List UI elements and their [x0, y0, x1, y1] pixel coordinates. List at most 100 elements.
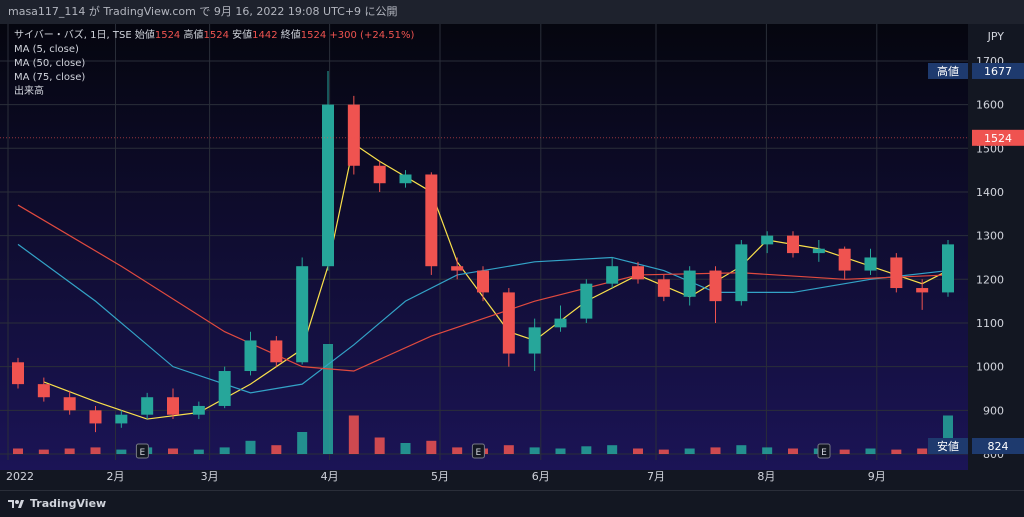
volume-bar [788, 448, 798, 454]
volume-bar [219, 447, 230, 454]
volume-bar [684, 448, 695, 454]
candle-body[interactable] [657, 279, 670, 297]
candle-body[interactable] [115, 414, 128, 424]
volume-bar [271, 445, 282, 454]
time-tick-label: 6月 [532, 470, 550, 483]
volume-bar [245, 440, 256, 454]
volume-bar [607, 445, 618, 454]
footer-bar: TradingView [0, 490, 1024, 517]
candle-body[interactable] [632, 266, 644, 280]
volume-bar [555, 448, 566, 454]
candle-body[interactable] [399, 174, 412, 184]
publish-text: masa117_114 が TradingView.com で 9月 16, 2… [8, 5, 398, 18]
high-tag [972, 62, 1024, 79]
candle-body[interactable] [838, 248, 851, 271]
high-tag-value: 1677 [984, 65, 1012, 78]
volume-bar [90, 447, 101, 454]
volume-bar [581, 446, 592, 454]
candle-body[interactable] [606, 266, 619, 284]
legend-open-value: 1524 [154, 30, 181, 41]
legend-change: +300 (+24.51%) [329, 30, 415, 41]
legend-low-label: 安値 [232, 30, 253, 41]
price-chart[interactable]: 8009001000110012001300140015001600170020… [0, 24, 1024, 490]
volume-bar [503, 445, 514, 454]
high-tag-label-box [928, 62, 968, 79]
volume-bar [400, 443, 411, 454]
legend-open-label: 始値 [134, 30, 155, 41]
ma-line-3[interactable] [17, 204, 949, 372]
low-tag-value: 824 [988, 440, 1009, 453]
candle-body[interactable] [37, 384, 50, 398]
candle-body[interactable] [373, 165, 386, 184]
legend-low-value: 1442 [252, 30, 278, 41]
legend-high-label: 高値 [183, 30, 204, 41]
legend-volume[interactable]: 出来高 [14, 86, 44, 97]
candle-body[interactable] [812, 248, 825, 254]
chart-area[interactable]: 800 900 1000 1100 1200 1300 1400 1500 1600 1700 20… [0, 24, 1024, 490]
candle-body[interactable] [502, 292, 515, 354]
volume-bar [297, 432, 308, 454]
candle-body[interactable] [709, 270, 722, 302]
volume-bar [865, 448, 876, 454]
candle-body[interactable] [218, 371, 231, 406]
legend-close-label: 終値 [280, 30, 301, 41]
price-axis-panel [968, 24, 1024, 490]
candle-body[interactable] [916, 288, 929, 293]
low-tag-label-box [928, 438, 968, 454]
volume-bar [323, 344, 333, 454]
legend-symbol: サイバー・バズ, 1日, TSE [14, 30, 132, 41]
time-tick-label: 2022 [6, 470, 34, 483]
publish-header: masa117_114 が TradingView.com で 9月 16, 2… [0, 0, 1024, 24]
volume-bar [917, 448, 928, 454]
legend-symbol-row: サイバー・バズ, 1日, TSE 始値1524 高値1524 安値1442 終値… [14, 29, 414, 43]
candle-body[interactable] [322, 104, 334, 267]
earnings-marker-label: E [476, 448, 482, 458]
price-tick-label: 1100 [976, 317, 1004, 330]
volume-bar [426, 440, 437, 454]
candle-body[interactable] [477, 270, 489, 293]
candle-body[interactable] [451, 266, 464, 271]
last-price-tag [972, 129, 1024, 146]
candle-body[interactable] [735, 244, 748, 302]
currency-label: JPY [987, 30, 1005, 43]
candle-body[interactable] [12, 362, 24, 385]
legend-close-value: 1524 [300, 30, 327, 41]
candle-body[interactable] [864, 257, 877, 271]
earnings-marker-icon[interactable] [471, 443, 485, 459]
legend-high-value: 1524 [203, 30, 229, 41]
candle-body[interactable] [63, 397, 76, 411]
earnings-marker-icon[interactable] [135, 443, 149, 459]
candle-body[interactable] [683, 270, 696, 297]
candle-body[interactable] [425, 174, 438, 267]
time-tick-label: 8月 [757, 470, 775, 483]
volume-bar [658, 449, 669, 454]
candle-body[interactable] [296, 266, 309, 363]
legend-ma75[interactable]: MA (75, close) [14, 72, 86, 83]
candle-body[interactable] [244, 340, 257, 372]
candle-body[interactable] [89, 410, 102, 424]
candle-body[interactable] [141, 397, 154, 415]
volume-bar [891, 449, 902, 454]
candle-body[interactable] [347, 104, 360, 166]
candle-body[interactable] [787, 235, 799, 254]
candle-body[interactable] [942, 244, 954, 293]
candle-body[interactable] [167, 397, 179, 415]
candle-body[interactable] [580, 283, 593, 319]
volume-bar [839, 449, 850, 454]
earnings-marker-label: E [821, 448, 827, 458]
candle-body[interactable] [192, 405, 205, 415]
earnings-marker-icon[interactable] [817, 443, 831, 459]
time-tick-label: 9月 [868, 470, 886, 483]
candle-body[interactable] [528, 327, 541, 354]
volume-bar [193, 449, 204, 454]
volume-bar [633, 448, 643, 454]
legend-ma5[interactable]: MA (5, close) [14, 44, 79, 55]
candle-body[interactable] [270, 340, 283, 363]
volume-bar [736, 445, 747, 454]
candle-body[interactable] [554, 318, 567, 328]
candle-body[interactable] [761, 235, 774, 245]
legend-ma50[interactable]: MA (50, close) [14, 58, 86, 69]
candle-body[interactable] [890, 257, 903, 289]
volume-bar [116, 449, 127, 454]
low-tag [972, 438, 1024, 454]
